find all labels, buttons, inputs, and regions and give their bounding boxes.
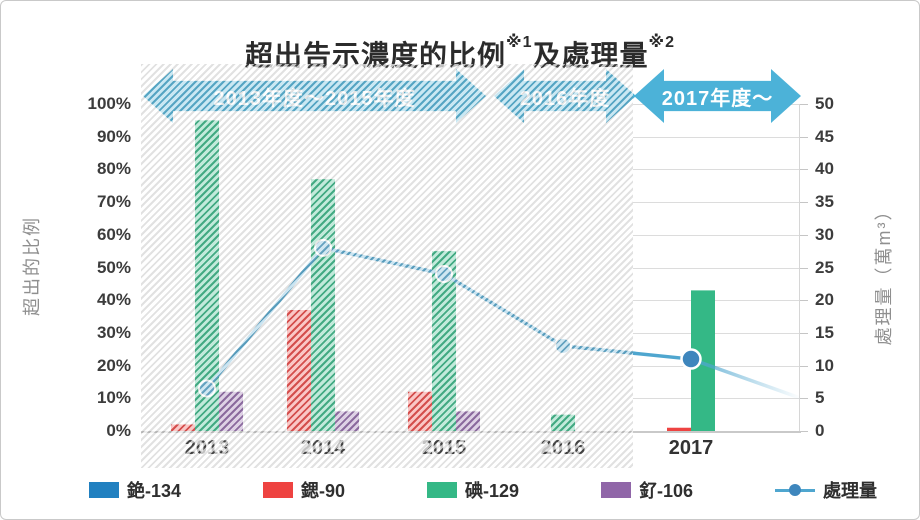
legend-label: 碘-129: [464, 481, 520, 501]
left-tick-label: 30%: [96, 322, 131, 342]
line-marker-2016: [554, 336, 572, 355]
year-label-2016: 2016: [540, 437, 586, 459]
bar-鍶-90-2017: [667, 427, 691, 431]
left-tick-label: 40%: [96, 290, 131, 310]
right-axis-tickmark: [800, 365, 808, 367]
gridline: [633, 398, 801, 400]
plot-area: [171, 120, 802, 431]
year-label-2013: 2013: [184, 437, 230, 459]
legend-item-銫-134: 銫-134: [89, 477, 181, 503]
period-banner-label: 2013年度～2015年度: [213, 87, 416, 110]
period-banner-label: 2016年度: [519, 87, 611, 110]
right-tick-label: 30: [815, 224, 834, 244]
right-tick-label: 20: [815, 290, 834, 310]
bar-釕-106-2013: [219, 391, 243, 431]
left-axis-title: 超出的比例: [22, 216, 42, 316]
gridline: [633, 332, 801, 334]
legend-swatch: [89, 482, 119, 498]
legend-label: 釕-106: [638, 481, 694, 501]
right-tick-label: 50: [815, 94, 834, 113]
legend-label: 鍶-90: [301, 481, 346, 501]
left-tick-label: 90%: [96, 126, 131, 146]
left-tick-label: 70%: [96, 192, 131, 212]
title-mid: 及處理量: [532, 39, 649, 71]
legend-item-釕-106: 釕-106: [600, 477, 694, 503]
bar-鍶-90-2015: [408, 391, 432, 431]
bar-碘-129-2014: [311, 179, 335, 431]
legend-item-鍶-90: 鍶-90: [263, 477, 345, 503]
left-tick-label: 20%: [96, 355, 131, 375]
line-fade-tail: [690, 357, 802, 400]
legend-item-碘-129: 碘-129: [426, 477, 520, 503]
bar-鍶-90-2013: [171, 424, 195, 431]
right-axis-tickmark: [800, 169, 808, 171]
legend-swatch: [263, 482, 293, 498]
period-banner-label: 2017年度～: [661, 87, 774, 110]
left-tick-label: 50%: [96, 257, 131, 277]
gridline: [633, 234, 801, 236]
right-axis-line: [799, 104, 800, 431]
gridline: [633, 267, 801, 269]
left-tick-label: 10%: [96, 388, 131, 408]
legend-swatch: [426, 482, 457, 498]
legend-line-marker: [774, 482, 815, 498]
left-tick-label: 60%: [96, 224, 131, 244]
line-marker-2013: [198, 379, 216, 398]
chart-title: 超出告示濃度的比例※1及處理量※2: [1, 34, 919, 74]
bar-鍶-90-2014: [287, 310, 311, 431]
legend-label: 處理量: [822, 481, 877, 501]
right-axis-tickmark: [800, 300, 808, 302]
right-tick-label: 40: [815, 159, 834, 179]
right-tick-label: 35: [815, 192, 834, 212]
legend-item-處理量: 處理量: [774, 477, 877, 503]
right-axis-tickmark: [800, 136, 808, 138]
right-tick-label: 45: [815, 126, 834, 146]
gridline: [633, 300, 801, 302]
legend-swatch: [600, 482, 631, 498]
bar-釕-106-2015: [456, 411, 480, 431]
right-tick-label: 15: [815, 322, 834, 342]
line-marker-2017: [680, 348, 702, 370]
title-main: 超出告示濃度的比例: [245, 39, 507, 71]
line-marker-2015: [435, 265, 453, 284]
gridline: [633, 136, 801, 138]
right-axis-title: 處理量（萬m³）: [874, 200, 894, 346]
right-axis-tickmark: [800, 332, 808, 334]
left-tick-label: 100%: [87, 94, 131, 113]
year-label-2014: 2014: [300, 437, 346, 459]
year-label-2017: 2017: [668, 437, 714, 459]
right-axis-tickmark: [800, 202, 808, 204]
gridline: [633, 169, 801, 171]
gridline: [633, 365, 801, 367]
bar-釕-106-2014: [335, 411, 359, 431]
right-tick-label: 10: [815, 355, 834, 375]
right-axis-tickmark: [800, 104, 808, 105]
x-axis-line: [141, 431, 801, 433]
left-tick-label: 0%: [106, 421, 131, 440]
title-footnote-1: ※1: [506, 33, 533, 51]
left-tick-label: 80%: [96, 159, 131, 179]
right-axis-tickmark: [800, 234, 808, 236]
title-footnote-2: ※2: [648, 33, 675, 51]
right-tick-label: 5: [815, 388, 825, 408]
right-tick-label: 25: [815, 257, 834, 277]
right-tick-label: 0: [815, 421, 825, 440]
legend-label: 銫-134: [127, 481, 182, 501]
gridline: [633, 202, 801, 204]
year-label-2015: 2015: [421, 437, 467, 459]
right-axis-tickmark: [800, 267, 808, 269]
line-marker-2014: [314, 238, 332, 257]
legend: 銫-134 鍶-90 碘-129 釕-106 處理量: [89, 475, 877, 505]
right-axis-tickmark: [800, 431, 808, 432]
bar-碘-129-2016: [551, 414, 575, 431]
right-axis-tickmark: [800, 398, 808, 400]
